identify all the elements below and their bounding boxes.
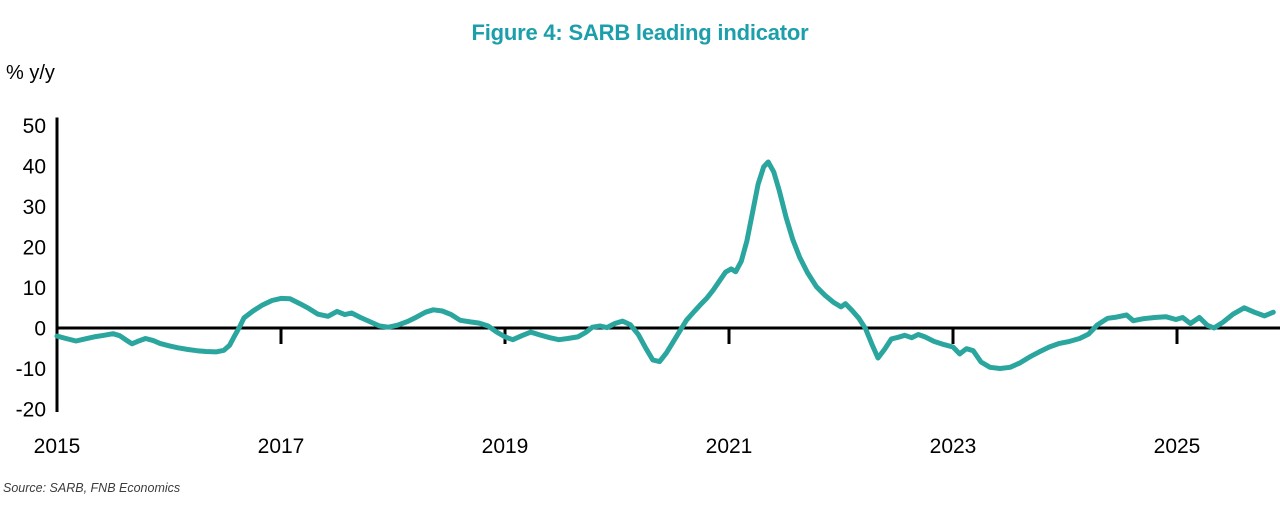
x-tick-label: 2021 [706,435,753,458]
series-line-sarb-leading-indicator [54,159,1276,371]
y-tick-label: -10 [16,358,46,381]
y-tick-label: 30 [23,196,46,219]
x-tick-label: 2019 [482,435,529,458]
x-tick-label: 2025 [1154,435,1201,458]
y-tick-label: 20 [23,237,46,260]
y-tick-label: 0 [34,318,46,341]
source-note: Source: SARB, FNB Economics [3,481,181,495]
x-tick-label: 2017 [258,435,305,458]
y-tick-label: -20 [16,399,46,422]
y-tick-label: 40 [23,156,46,179]
x-tick-label: 2023 [930,435,977,458]
figure-title: Figure 4: SARB leading indicator [471,20,809,45]
y-axis-unit-label: % y/y [6,62,55,84]
y-tick-label: 10 [23,277,46,300]
x-tick-label: 2015 [34,435,81,458]
y-tick-label: 50 [23,115,46,138]
